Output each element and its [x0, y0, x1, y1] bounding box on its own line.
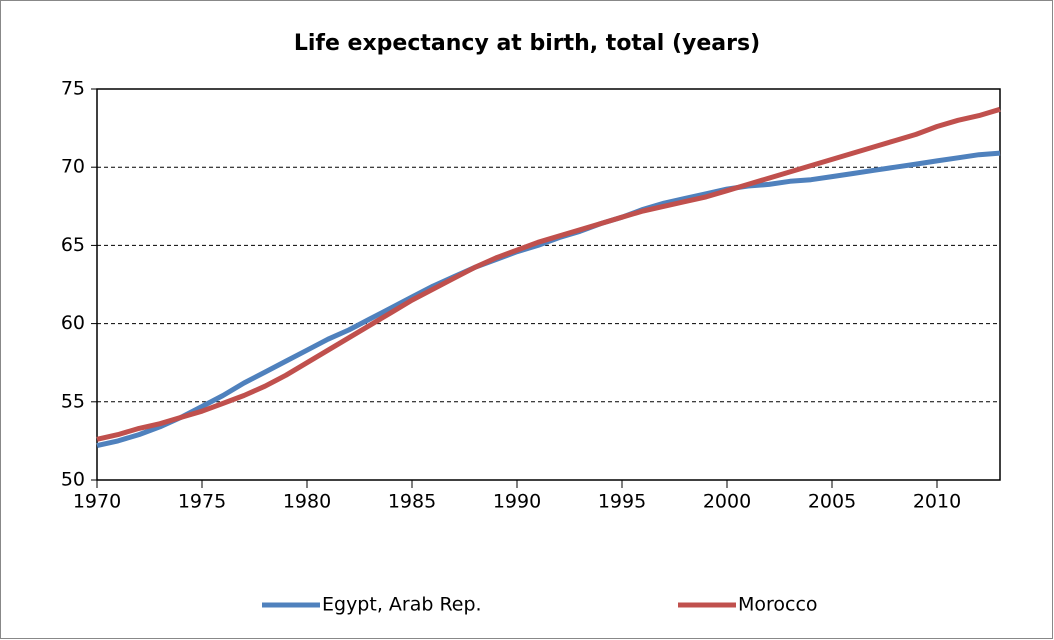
x-tick-label: 2000	[703, 491, 751, 513]
x-tick-label: 1975	[178, 491, 226, 513]
x-tick-label: 2010	[913, 491, 961, 513]
y-tick-label: 60	[61, 312, 85, 334]
legend-label: Egypt, Arab Rep.	[322, 594, 482, 616]
y-tick-label: 65	[61, 234, 85, 256]
legend-label: Morocco	[738, 594, 818, 616]
y-tick-label: 70	[61, 156, 85, 178]
series-line	[96, 106, 1001, 442]
plot-frame	[96, 88, 1001, 481]
x-tick-label: 2005	[808, 491, 856, 513]
x-tick-label: 1990	[493, 491, 541, 513]
x-tick-label: 1995	[598, 491, 646, 513]
chart-title: Life expectancy at birth, total (years)	[294, 31, 760, 56]
y-tick-label: 50	[61, 469, 85, 491]
x-tick-label: 1970	[73, 491, 121, 513]
x-tick-label: 1980	[283, 491, 331, 513]
y-tick-label: 55	[61, 390, 85, 412]
x-tick-label: 1985	[388, 491, 436, 513]
y-tick-label: 75	[61, 78, 85, 100]
